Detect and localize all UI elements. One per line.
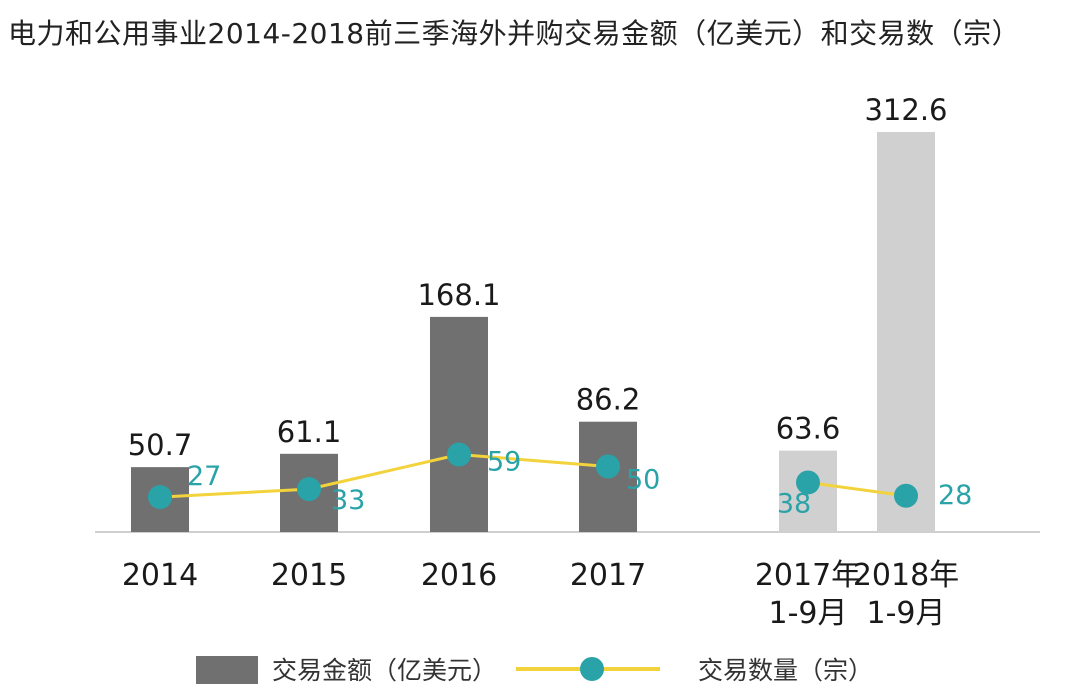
x-tick-label: 2017年	[755, 558, 861, 593]
bar	[877, 132, 935, 532]
count-line-segment	[807, 480, 907, 498]
bar-value-label: 86.2	[576, 383, 641, 417]
count-value-label: 38	[777, 488, 811, 519]
x-tick-label: 1-9月	[867, 596, 946, 631]
count-marker	[596, 454, 620, 479]
legend-amount-label: 交易金额（亿美元）	[272, 656, 497, 685]
bar-value-label: 168.1	[417, 278, 500, 312]
x-tick-label: 2017	[570, 558, 646, 593]
count-value-label: 28	[938, 480, 972, 511]
x-tick-label: 2018年	[853, 558, 959, 593]
x-tick-label: 2015	[271, 558, 347, 593]
count-value-label: 50	[626, 465, 660, 496]
count-marker	[297, 477, 321, 502]
bar	[430, 316, 488, 532]
count-marker	[148, 485, 172, 510]
bar-value-label: 63.6	[776, 412, 841, 446]
count-line-segment	[159, 453, 609, 499]
chart-title: 电力和公用事业2014-2018前三季海外并购交易金额（亿美元）和交易数（宗）	[8, 17, 1021, 50]
bars-layer	[131, 132, 935, 532]
legend-line-marker	[580, 657, 604, 681]
x-tick-label: 1-9月	[769, 596, 848, 631]
count-marker	[894, 483, 918, 508]
x-tick-label: 2014	[122, 558, 198, 593]
legend-bar-swatch	[196, 656, 258, 684]
count-marker	[447, 442, 471, 467]
count-marker	[796, 470, 820, 495]
legend: 交易金额（亿美元） 交易数量（宗）	[196, 656, 873, 685]
x-tick-label: 2016	[421, 558, 497, 593]
bar-value-label: 312.6	[864, 93, 947, 127]
labels-layer: 50.7 61.1 168.1 86.2 63.6 312.6 27 33 59 50 38 28	[128, 93, 973, 519]
bar-value-label: 61.1	[277, 415, 342, 449]
line-layer	[148, 442, 918, 510]
count-value-label: 33	[331, 485, 365, 516]
bar-value-label: 50.7	[128, 428, 193, 462]
count-value-label: 59	[487, 447, 521, 478]
legend-count-label: 交易数量（宗）	[698, 656, 873, 685]
count-value-label: 27	[187, 461, 221, 492]
